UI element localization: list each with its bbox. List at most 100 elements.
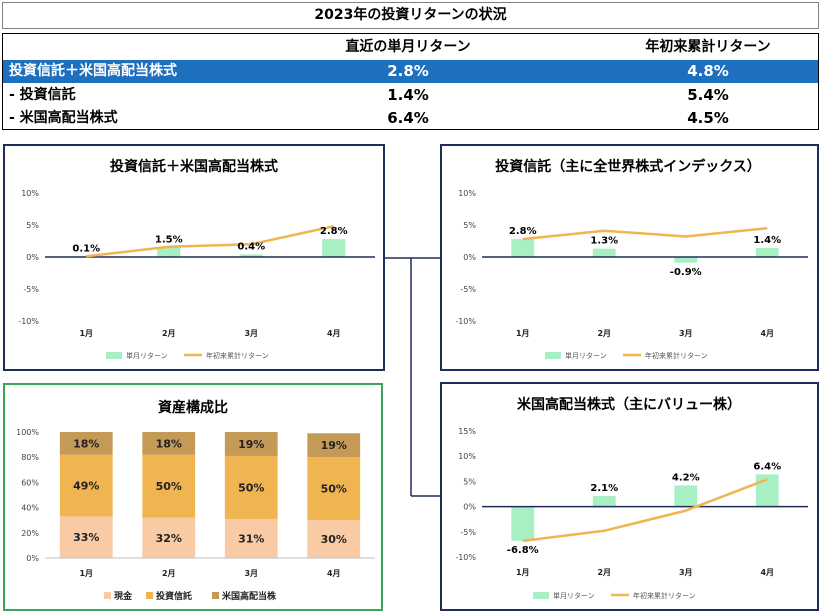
summary-header-row: 直近の単月リターン 年初来累計リターン: [3, 36, 818, 59]
x-tick-label: 1月: [516, 329, 530, 338]
segment-label: 32%: [156, 532, 182, 545]
x-tick-label: 3月: [244, 329, 258, 338]
stacked-bar-segment: [224, 455, 278, 519]
legend-label: 投資信託: [156, 590, 192, 602]
x-tick-label: 4月: [327, 569, 341, 578]
data-label: 1.3%: [590, 236, 618, 247]
legend-label: 米国高配当株: [221, 590, 277, 602]
data-label: 2.8%: [509, 226, 537, 237]
y-tick-label: -10%: [18, 317, 39, 326]
data-label: -0.9%: [670, 267, 702, 278]
row-monthly: 1.4%: [387, 86, 429, 104]
x-tick-label: 2月: [597, 568, 611, 577]
bar: [592, 496, 616, 507]
summary-row-total: 投資信託＋米国高配当株式 2.8% 4.8%: [3, 60, 818, 83]
data-label: -6.8%: [507, 545, 539, 556]
row-monthly: 6.4%: [387, 109, 429, 127]
row-label: - 投資信託: [9, 87, 76, 103]
x-tick-label: 1月: [79, 329, 93, 338]
data-label: 0.4%: [237, 241, 265, 252]
legend-swatch-bar: [533, 592, 549, 599]
x-tick-label: 1月: [79, 569, 93, 578]
x-tick-label: 2月: [162, 329, 176, 338]
stacked-bar-segment: [142, 454, 196, 518]
y-tick-label: 15%: [458, 427, 476, 436]
legend-label: 年初来累計リターン: [633, 591, 696, 600]
row-label: 投資信託＋米国高配当株式: [9, 63, 177, 79]
combined-return-chart: 投資信託＋米国高配当株式 10% 5% 0% -5% -10% 0.1% 1.5% 0.4% 2.…: [18, 158, 375, 360]
legend-swatch: [212, 592, 219, 599]
data-label: 1.4%: [753, 235, 781, 246]
y-tick-label: 10%: [458, 189, 476, 198]
y-tick-label: 20%: [21, 529, 39, 538]
report-title: 2023年の投資リターンの状況: [2, 2, 819, 29]
segment-label: 50%: [321, 483, 347, 496]
stacked-bar-segment: [307, 520, 361, 558]
cumulative-line: [522, 478, 768, 543]
y-tick-label: 80%: [21, 453, 39, 462]
bar: [239, 254, 263, 257]
fund-return-chart: 投資信託（主に全世界株式インデックス） 10% 5% 0% -5% -10% 2.8% 1.3…: [455, 158, 808, 360]
y-tick-label: 100%: [16, 428, 39, 437]
stacked-bar-segment: [307, 457, 361, 521]
stacked-bar-segment: [224, 518, 278, 558]
segment-label: 31%: [238, 532, 264, 545]
y-tick-label: 10%: [458, 452, 476, 461]
bar: [674, 257, 698, 263]
segment-label: 33%: [73, 531, 99, 544]
segment-label: 50%: [156, 480, 182, 493]
legend-label: 単月リターン: [126, 351, 168, 360]
y-tick-label: 10%: [21, 189, 39, 198]
legend-swatch-bar: [545, 352, 561, 359]
header-ytd: 年初来累計リターン: [645, 39, 771, 55]
row-label: - 米国高配当株式: [9, 110, 118, 126]
x-tick-label: 2月: [162, 569, 176, 578]
stacked-bar-segment: [59, 516, 113, 558]
y-tick-label: 0%: [463, 253, 476, 262]
stacked-bar-segment: [59, 432, 113, 455]
data-label: 4.2%: [672, 472, 700, 483]
y-tick-label: 5%: [463, 221, 476, 230]
chart-title: 資産構成比: [158, 399, 228, 416]
chart-title: 投資信託（主に全世界株式インデックス）: [495, 158, 761, 175]
legend-label: 単月リターン: [565, 351, 607, 360]
data-label: 1.5%: [155, 234, 183, 245]
segment-label: 19%: [238, 438, 264, 451]
bar: [755, 248, 779, 257]
bar: [322, 239, 346, 257]
segment-label: 50%: [238, 481, 264, 494]
segment-label: 18%: [73, 437, 99, 450]
y-tick-label: 0%: [463, 503, 476, 512]
y-tick-label: -5%: [23, 285, 39, 294]
stacked-bar-segment: [224, 432, 278, 456]
row-ytd: 4.8%: [687, 62, 729, 80]
legend-label: 現金: [114, 590, 133, 602]
stacked-bar-segment: [59, 454, 113, 517]
stacked-bar-segment: [142, 517, 196, 558]
chart-panel-fund: 投資信託（主に全世界株式インデックス） 10% 5% 0% -5% -10% 2.8% 1.3…: [440, 144, 819, 371]
row-ytd: 4.5%: [687, 109, 729, 127]
x-tick-label: 4月: [327, 329, 341, 338]
y-tick-label: -10%: [455, 317, 476, 326]
bar: [592, 248, 616, 257]
y-tick-label: 0%: [26, 554, 39, 563]
y-tick-label: -10%: [455, 553, 476, 562]
legend-swatch-bar: [106, 352, 122, 359]
segment-label: 49%: [73, 480, 99, 493]
y-tick-label: 5%: [26, 221, 39, 230]
x-tick-label: 3月: [679, 329, 693, 338]
legend-label: 単月リターン: [553, 591, 595, 600]
chart-title: 米国高配当株式（主にバリュー株）: [517, 396, 741, 413]
cumulative-line: [86, 225, 335, 258]
y-tick-label: 60%: [21, 478, 39, 487]
segment-label: 19%: [321, 439, 347, 452]
x-tick-label: 1月: [516, 568, 530, 577]
x-tick-label: 2月: [597, 329, 611, 338]
stacked-bar-segment: [142, 432, 196, 455]
x-tick-label: 3月: [244, 569, 258, 578]
y-tick-label: 40%: [21, 504, 39, 513]
summary-table: 直近の単月リターン 年初来累計リターン 投資信託＋米国高配当株式 2.8% 4.…: [2, 33, 819, 130]
us-stock-return-chart: 米国高配当株式（主にバリュー株） 15% 10% 5% 0% -5% -10% -6.8% 2.…: [455, 396, 808, 600]
legend-label: 年初来累計リターン: [645, 351, 708, 360]
